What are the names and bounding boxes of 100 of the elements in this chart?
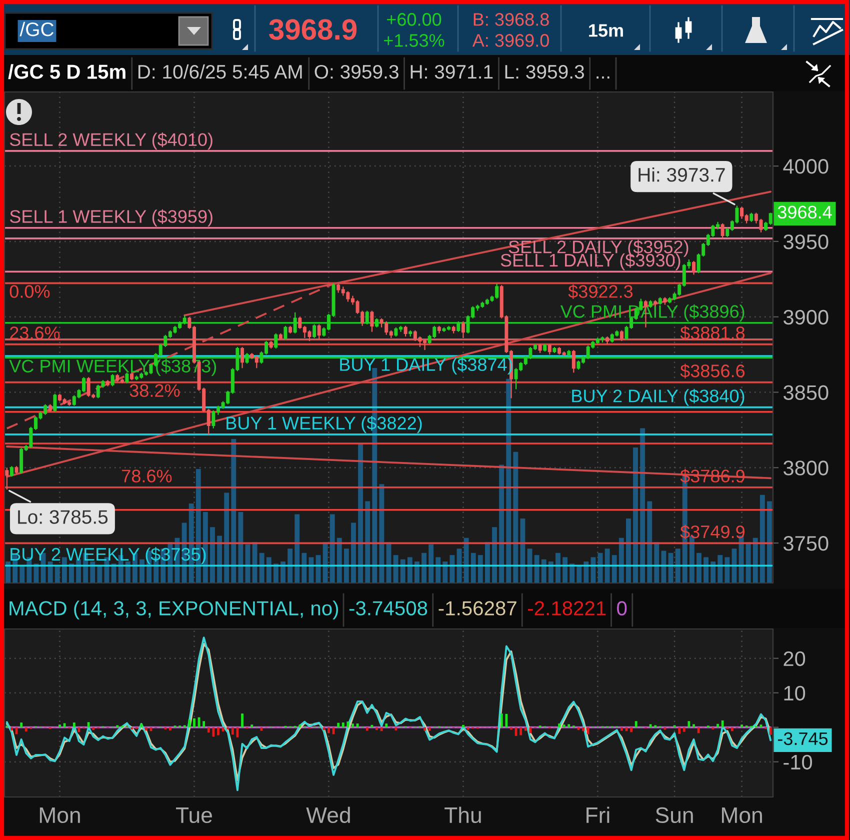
- bar: [188, 719, 191, 728]
- bar: [414, 562, 420, 583]
- bar: [217, 536, 222, 583]
- bar: [524, 727, 527, 731]
- ref-line-label: $3749.9: [680, 524, 744, 540]
- bar: [169, 727, 172, 730]
- ref-line-label: $3856.6: [680, 364, 745, 378]
- bar: [586, 727, 590, 734]
- bar: [400, 559, 406, 583]
- bar: [366, 727, 368, 731]
- candlestick: [374, 318, 378, 328]
- text: ...: [596, 76, 610, 79]
- text: -3.74508: [349, 601, 428, 616]
- bar: [78, 727, 80, 732]
- bar: [696, 552, 702, 583]
- candlestick: [654, 300, 658, 307]
- bar: [241, 714, 244, 728]
- bar: [428, 544, 434, 583]
- bar: [48, 562, 53, 583]
- bar: [385, 724, 388, 728]
- bar: [442, 562, 448, 583]
- candlestick: [552, 346, 556, 354]
- bar: [562, 724, 566, 728]
- bar: [513, 452, 518, 583]
- candlestick: [606, 336, 610, 345]
- candlestick: [288, 325, 292, 334]
- bar: [212, 727, 215, 737]
- bar: [746, 542, 751, 583]
- bar: [520, 727, 522, 736]
- bar: [308, 557, 314, 583]
- bar: [393, 555, 398, 583]
- bar: [322, 727, 326, 730]
- bar: [342, 722, 344, 728]
- text: 3968.9: [269, 19, 357, 40]
- bar: [740, 724, 743, 728]
- text: 0: [617, 601, 627, 616]
- bar: [654, 542, 660, 583]
- bar: [365, 501, 370, 583]
- bar: [125, 562, 130, 583]
- bar: [647, 501, 652, 583]
- bar: [548, 562, 554, 583]
- bar: [730, 727, 734, 732]
- candlestick: [538, 343, 542, 354]
- bar: [436, 557, 441, 583]
- candlestick: [437, 325, 441, 334]
- bar: [520, 518, 526, 583]
- text: 15m: [589, 24, 623, 37]
- text: H: 3971.1: [410, 64, 493, 79]
- bar: [630, 727, 633, 732]
- ref-line-label: BUY 2 DAILY ($3840): [572, 388, 744, 406]
- bar: [562, 557, 568, 583]
- bar: [379, 484, 384, 583]
- bar: [618, 538, 624, 583]
- bar: [202, 721, 206, 728]
- candlestick: [293, 312, 297, 334]
- bar: [505, 714, 508, 728]
- bar: [716, 724, 719, 728]
- candlestick: [720, 222, 724, 239]
- candlestick: [14, 466, 18, 474]
- text: B: 3968.8: [474, 13, 549, 26]
- x-tick-label: Mon: [722, 808, 762, 824]
- y-tick-label: 3850: [784, 385, 828, 400]
- chart-title: MACD (14, 3, 3, EXPONENTIAL, no): [10, 600, 338, 620]
- candlestick: [408, 330, 412, 337]
- bar: [407, 557, 412, 583]
- bar: [69, 564, 74, 583]
- bar: [710, 562, 716, 583]
- bar: [478, 555, 483, 583]
- candlestick: [572, 349, 576, 374]
- bar: [63, 723, 66, 728]
- bar: [92, 727, 95, 730]
- bar: [424, 727, 426, 731]
- bar: [558, 724, 560, 728]
- bar: [612, 555, 617, 583]
- bar: [20, 722, 23, 728]
- candlestick: [452, 325, 456, 334]
- bar: [140, 559, 144, 583]
- candlestick: [567, 349, 571, 357]
- ref-line-label: $3922.3: [568, 284, 633, 299]
- candlestick: [692, 260, 696, 276]
- bar: [724, 557, 730, 583]
- bar: [90, 562, 96, 583]
- y-tick-label: 3900: [784, 310, 828, 325]
- y-tick-label: -10: [784, 754, 812, 770]
- annotation: 78.6%: [122, 470, 172, 482]
- bar: [688, 721, 690, 728]
- bar: [328, 727, 330, 734]
- bar: [529, 727, 532, 734]
- bar: [224, 492, 230, 583]
- bar: [620, 727, 623, 731]
- bar: [767, 501, 772, 583]
- bar: [231, 438, 236, 583]
- y-tick-label: 3950: [784, 234, 828, 250]
- bar: [87, 722, 90, 728]
- bar: [582, 727, 584, 732]
- bar: [570, 564, 575, 583]
- annotation: 23.6%: [10, 326, 60, 340]
- bar: [428, 727, 431, 731]
- bar: [704, 557, 708, 583]
- bar: [692, 724, 695, 728]
